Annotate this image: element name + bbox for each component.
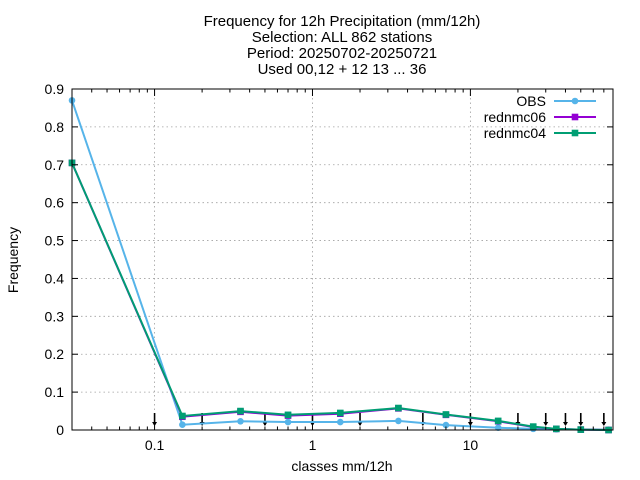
data-point-rednmc04: [442, 411, 450, 418]
legend-swatch-marker: [571, 129, 579, 137]
y-tick-label: 0.9: [45, 81, 65, 97]
data-point-rednmc04: [179, 412, 186, 420]
data-point-rednmc04: [237, 407, 244, 415]
y-tick-label: 0.3: [45, 308, 65, 324]
plot-frame: [71, 88, 614, 431]
legend-swatch-marker: [571, 97, 579, 105]
y-tick-label: 0.2: [45, 346, 65, 362]
data-point-rednmc04: [529, 423, 537, 430]
legend-swatch-marker: [571, 113, 579, 121]
chart-title: Frequency for 12h Precipitation (mm/12h)…: [204, 13, 481, 78]
y-tick-label: 0.6: [45, 195, 65, 211]
title-line: Used 00,12 + 12 13 ... 36: [258, 61, 427, 78]
data-point-OBS: [494, 424, 502, 432]
legend-label: rednmc04: [484, 125, 546, 141]
x-axis-label: classes mm/12h: [291, 458, 392, 474]
axis-ticks: 0 0.1 0.2 0.3 0.4 0.5 0.6 0.7 0.8 0.9 0.1 1 10: [45, 81, 613, 453]
y-tick-label: 0.8: [45, 119, 65, 135]
data-point-rednmc04: [553, 425, 560, 433]
plot-border: [71, 88, 614, 431]
x-tick-label: 10: [463, 437, 479, 453]
data-point-OBS: [442, 421, 450, 429]
data-point-rednmc04: [395, 404, 402, 412]
data-point-rednmc04: [494, 417, 502, 425]
y-tick-label: 0.1: [45, 384, 65, 400]
y-tick-label: 0.4: [45, 270, 65, 286]
title-line: Period: 20250702-20250721: [247, 45, 437, 62]
data-point-OBS: [237, 417, 244, 425]
class-boundaries: [152, 413, 607, 426]
series-line-rednmc04: [71, 162, 609, 431]
class-boundary-arrowhead: [578, 422, 584, 426]
class-boundary-arrowhead: [562, 422, 568, 426]
class-boundary-arrowhead: [601, 422, 607, 426]
data-point-OBS: [284, 418, 292, 426]
legend-label: rednmc06: [484, 109, 546, 125]
y-axis-label: Frequency: [5, 227, 21, 293]
data-point-rednmc04: [284, 411, 292, 419]
series-line-OBS: [71, 100, 609, 431]
title-line: Frequency for 12h Precipitation (mm/12h): [204, 13, 481, 30]
class-boundary-arrowhead: [357, 422, 363, 426]
data-point-rednmc04: [336, 409, 344, 417]
series-line-rednmc06: [71, 162, 609, 431]
data-point-OBS: [179, 421, 186, 428]
y-tick-label: 0: [56, 422, 64, 438]
data-point-OBS: [336, 418, 344, 426]
data-point-OBS: [395, 417, 402, 425]
y-tick-label: 0.7: [45, 157, 65, 173]
grid: [72, 89, 613, 430]
class-boundary-arrowhead: [543, 422, 549, 426]
series-lines: [68, 97, 612, 434]
class-boundary-arrowhead: [262, 422, 268, 426]
legend-label: OBS: [516, 93, 546, 109]
x-tick-label: 1: [309, 437, 317, 453]
title-line: Selection: ALL 862 stations: [252, 29, 432, 46]
x-tick-label: 0.1: [145, 437, 165, 453]
y-tick-label: 0.5: [45, 233, 65, 249]
